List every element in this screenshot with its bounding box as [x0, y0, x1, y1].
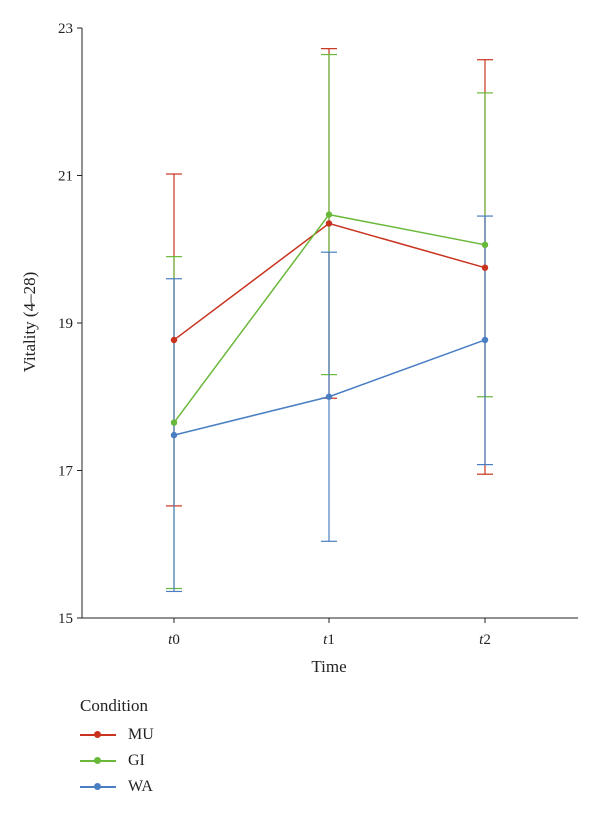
- legend-swatch-dot: [94, 757, 101, 764]
- legend-swatch-mu: [80, 728, 116, 742]
- y-tick-label: 21: [58, 169, 73, 185]
- error-bars: [166, 48, 493, 593]
- y-tick-label: 17: [58, 464, 74, 480]
- y-tick-label: 23: [58, 21, 73, 37]
- axes: 15 17 19 21 23 t0 t1 t2: [58, 21, 578, 648]
- line-chart: 15 17 19 21 23 t0 t1 t2 Time Vitality (4–28): [20, 21, 578, 676]
- series-points: [170, 211, 489, 439]
- legend-item-wa: WA: [80, 774, 154, 800]
- legend-label-mu: MU: [128, 726, 154, 743]
- data-point-gi: [325, 211, 333, 218]
- legend-items: MU GI WA: [80, 722, 154, 800]
- x-tick-label: t0: [168, 632, 180, 648]
- y-axis-title: Vitality (4–28): [20, 272, 39, 373]
- data-point-wa: [481, 336, 489, 344]
- legend-item-mu: MU: [80, 722, 154, 748]
- x-axis-title: Time: [311, 657, 346, 676]
- legend-swatch-gi: [80, 754, 116, 768]
- data-point-mu: [325, 220, 333, 227]
- x-tick-label: t2: [479, 632, 491, 648]
- legend-label-gi: GI: [128, 752, 145, 769]
- legend-title: Condition: [80, 696, 149, 715]
- data-point-wa: [170, 431, 178, 439]
- legend-swatch-wa: [80, 780, 116, 794]
- legend-swatch-dot: [94, 783, 101, 790]
- legend-label-wa: WA: [128, 778, 153, 795]
- data-point-mu: [170, 336, 178, 344]
- data-point-gi: [481, 241, 489, 249]
- x-tick-label: t1: [323, 632, 335, 648]
- data-point-mu: [481, 264, 489, 271]
- legend-item-gi: GI: [80, 748, 154, 774]
- legend: Condition MU GI WA: [80, 696, 154, 800]
- y-tick-label: 15: [58, 611, 73, 627]
- legend-swatch-dot: [94, 731, 101, 738]
- y-tick-label: 19: [58, 316, 73, 332]
- data-point-gi: [170, 419, 178, 426]
- data-point-wa: [325, 393, 333, 400]
